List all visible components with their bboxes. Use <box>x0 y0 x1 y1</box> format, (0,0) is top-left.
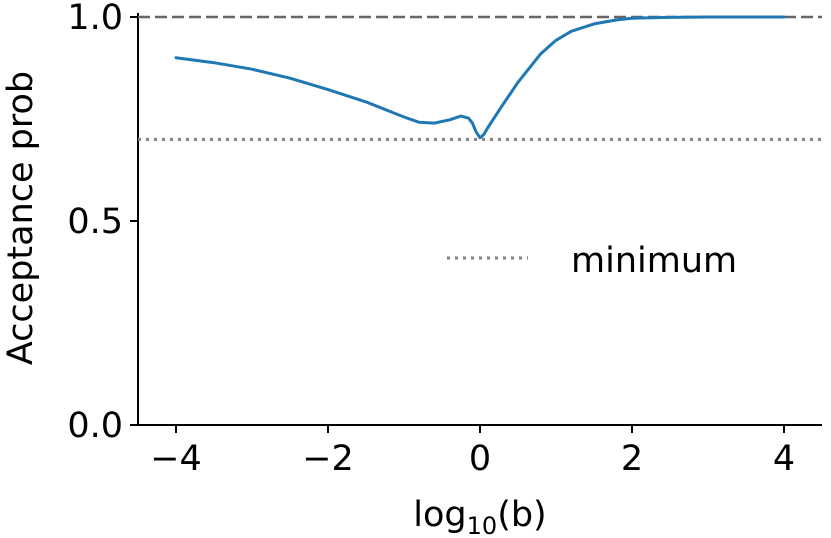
x-ticks: −4 −2 0 2 4 <box>150 425 795 479</box>
x-tick-label: 4 <box>773 439 795 479</box>
y-tick-label: 1.0 <box>67 0 123 38</box>
x-axis-label-log: log <box>413 495 466 535</box>
x-tick-label: −4 <box>150 439 202 479</box>
legend: minimum <box>447 241 737 281</box>
y-tick-label: 0.5 <box>67 202 123 242</box>
x-tick-label: 2 <box>621 439 643 479</box>
x-tick-label: −2 <box>302 439 354 479</box>
y-tick-label: 0.0 <box>67 406 123 446</box>
series-line-0 <box>174 15 786 140</box>
x-axis-label-subscript: 10 <box>467 512 498 538</box>
x-axis-label: log10(b) <box>413 495 546 538</box>
x-axis-label-argument: (b) <box>497 495 547 535</box>
series-layer <box>174 15 786 140</box>
legend-label-minimum: minimum <box>571 241 737 281</box>
x-tick-label: 0 <box>469 439 491 479</box>
y-axis-label: Acceptance prob <box>1 71 41 365</box>
reference-lines <box>138 15 822 141</box>
y-ticks: 0.0 0.5 1.0 <box>67 0 138 446</box>
